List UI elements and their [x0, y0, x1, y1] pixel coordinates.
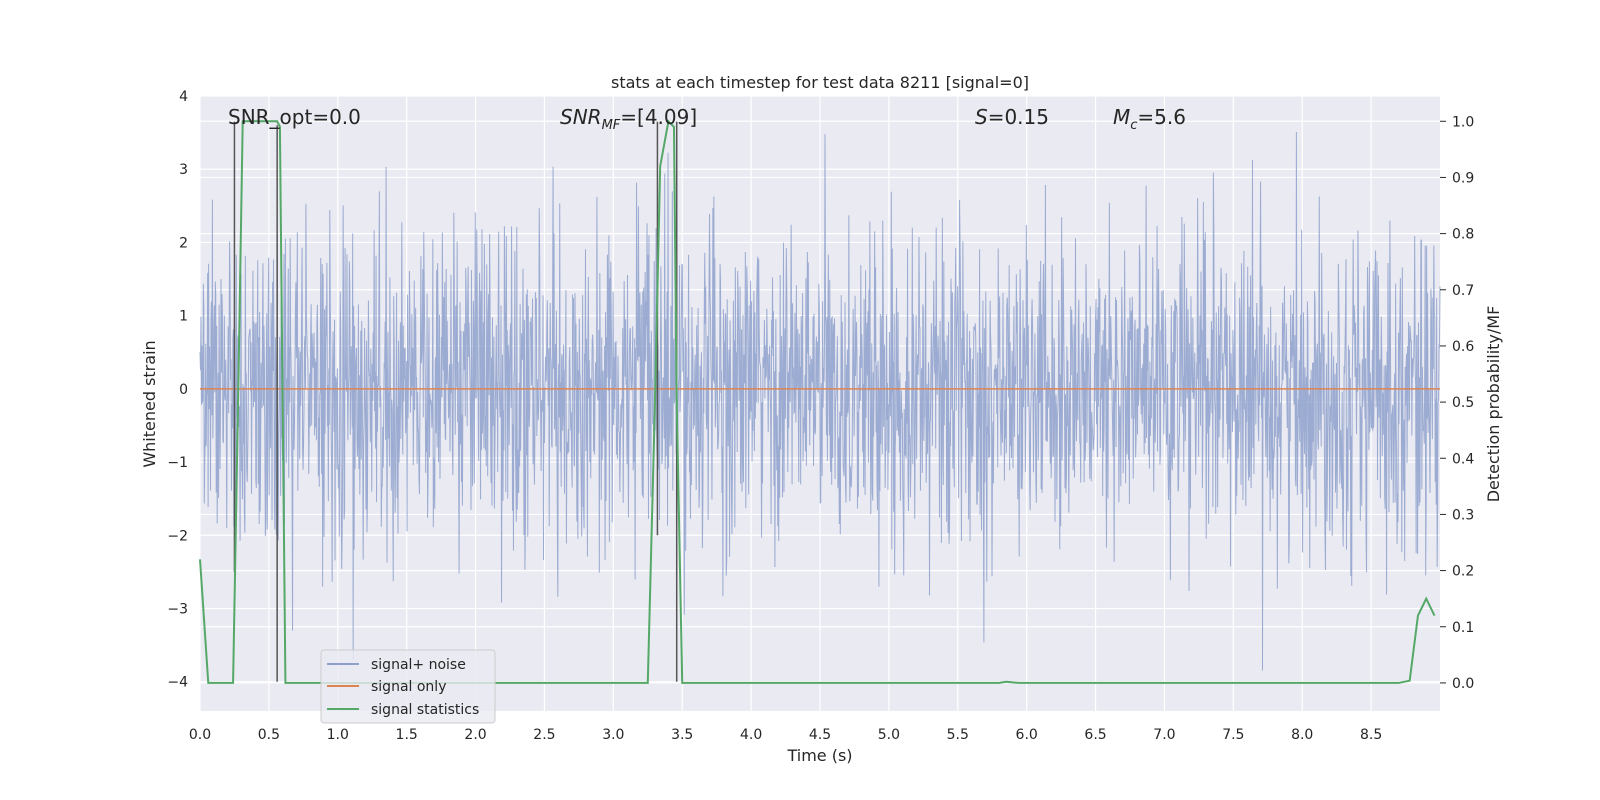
legend: signal+ noise signal only signal statist… [320, 649, 496, 724]
x-tick-label: 8.0 [1291, 727, 1313, 743]
x-tick-label: 1.0 [327, 727, 349, 743]
x-tick-label: 7.0 [1153, 727, 1175, 743]
y-left-tick-label: −3 [167, 602, 188, 618]
legend-box [320, 649, 496, 724]
y-right-tick-label: 0.5 [1452, 395, 1474, 411]
y-right-tick-label: 0.1 [1452, 620, 1474, 636]
annotation-mc-value: =5.6 [1137, 105, 1186, 129]
annotation-mc-base: M [1113, 105, 1130, 129]
x-tick-label: 2.0 [464, 727, 486, 743]
y-axis-right-label: Detection probability/MF [1484, 306, 1503, 503]
x-tick-label: 4.5 [809, 727, 831, 743]
y-left-tick-label: 0 [179, 382, 188, 398]
y-right-tick-label: 0.2 [1452, 564, 1474, 580]
y-left-tick-label: 2 [179, 235, 188, 251]
y-right-tick-label: 0.0 [1452, 676, 1474, 692]
annotation-snr-mf-value: =[4.09] [620, 105, 697, 129]
annotation-snr-opt: SNR_opt=0.0 [228, 105, 361, 129]
x-tick-label: 1.5 [396, 727, 418, 743]
statistics-line [199, 119, 1436, 684]
y-left-tick-label: −4 [167, 675, 188, 691]
y-axis-left-ticks: 4 3 2 1 0 −1 −2 −3 −4 [167, 89, 188, 691]
x-tick-label: 3.5 [671, 727, 693, 743]
legend-label-signal-only: signal only [371, 679, 446, 695]
y-axis-left-label: Whitened strain [140, 340, 159, 467]
x-tick-label: 3.0 [602, 727, 624, 743]
y-right-tick-label: 0.8 [1452, 227, 1474, 243]
legend-label-signal-noise: signal+ noise [371, 657, 466, 673]
x-tick-label: 8.5 [1360, 727, 1382, 743]
y-left-tick-label: −2 [167, 528, 188, 544]
x-tick-label: 6.0 [1016, 727, 1038, 743]
y-right-tick-label: 0.7 [1452, 283, 1474, 299]
y-right-tick-label: 0.9 [1452, 170, 1474, 186]
legend-label-signal-statistics: signal statistics [371, 702, 479, 718]
x-tick-label: 7.5 [1222, 727, 1244, 743]
annotation-mc: Mc=5.6 [1113, 105, 1186, 133]
y-left-tick-label: −1 [167, 455, 188, 471]
annotation-s-label: S [975, 105, 988, 129]
series-signal-statistics [199, 119, 1436, 684]
y-right-tick-label: 0.6 [1452, 339, 1474, 355]
y-right-tick-label: 0.4 [1452, 451, 1474, 467]
y-right-tick-label: 0.3 [1452, 507, 1474, 523]
x-tick-label: 5.0 [878, 727, 900, 743]
x-axis-ticks: 0.0 0.5 1.0 1.5 2.0 2.5 3.0 3.5 4.0 4.5 5.0 5.5 6.0 6… [189, 727, 1382, 743]
annotation-snr-mf-base: SNR [560, 105, 602, 129]
annotation-s-value: =0.15 [988, 105, 1049, 129]
x-axis-label: Time (s) [786, 746, 852, 765]
y-axis-right-ticks: 1.0 0.9 0.8 0.7 0.6 0.5 0.4 0.3 0.2 0.1 0.0 [1440, 114, 1474, 692]
annotation-snr-mf: SNRMF=[4.09] [560, 105, 697, 133]
y-left-tick-label: 4 [179, 89, 188, 105]
y-left-tick-label: 3 [179, 162, 188, 178]
x-tick-label: 6.5 [1084, 727, 1106, 743]
x-tick-label: 0.0 [189, 727, 211, 743]
x-tick-label: 5.5 [947, 727, 969, 743]
annotation-s: S=0.15 [975, 105, 1049, 129]
annotation-mc-sub: c [1130, 118, 1137, 133]
x-tick-label: 0.5 [258, 727, 280, 743]
x-tick-label: 2.5 [533, 727, 555, 743]
annotation-snr-mf-sub: MF [602, 118, 621, 133]
chart-title: stats at each timestep for test data 821… [611, 73, 1029, 92]
x-tick-label: 4.0 [740, 727, 762, 743]
y-right-tick-label: 1.0 [1452, 114, 1474, 130]
y-left-tick-label: 1 [179, 309, 188, 325]
